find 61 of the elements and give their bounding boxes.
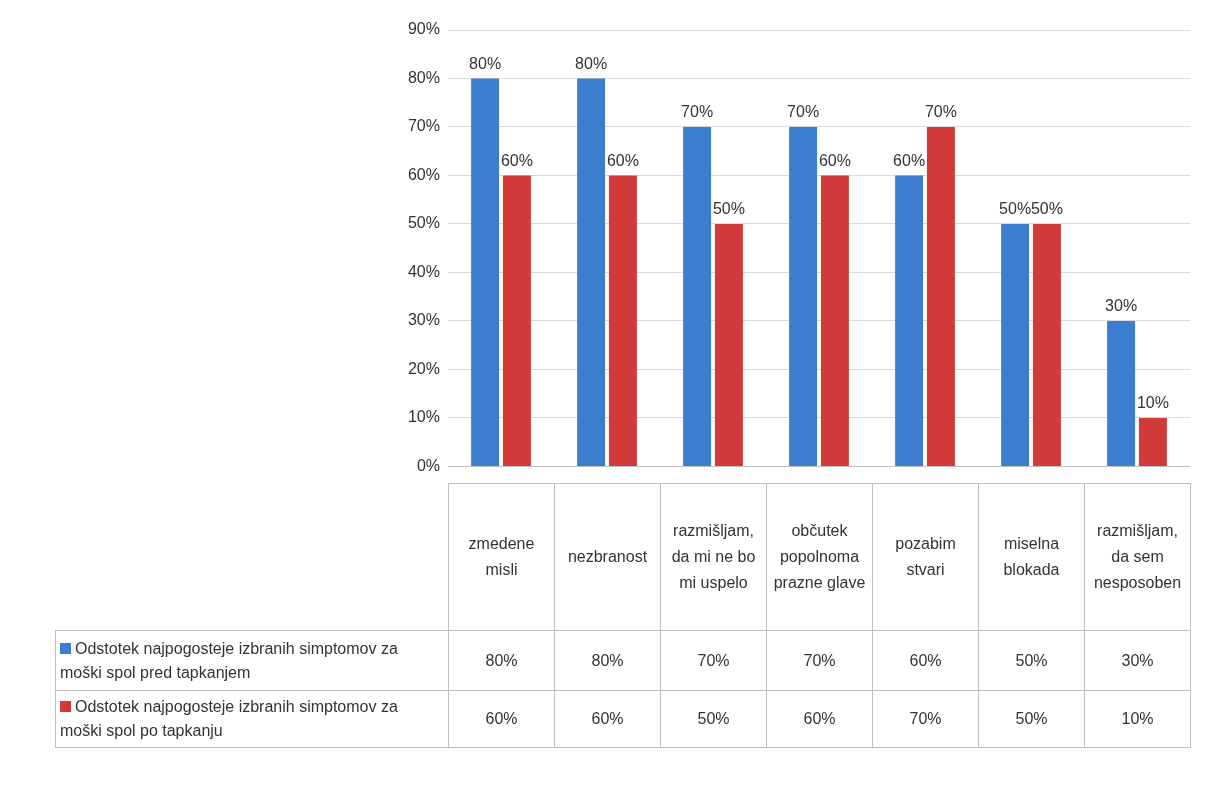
bar <box>1107 320 1136 466</box>
x-tick-label: nezbranost <box>554 483 661 631</box>
legend-label: Odstotek najpogosteje izbranih simptomov za moški spol pred tapkanjem <box>55 630 449 691</box>
bar <box>1001 223 1030 466</box>
bar <box>1032 223 1061 466</box>
bar <box>683 126 712 466</box>
data-label: 60% <box>872 630 979 691</box>
y-tick-label: 20% <box>407 359 440 377</box>
data-label: 10% <box>1084 690 1191 748</box>
data-label: 50% <box>660 690 767 748</box>
y-tick-label: 10% <box>407 408 440 426</box>
text: 70% <box>787 103 820 121</box>
y-tick-label: 0% <box>416 456 440 474</box>
x-tick-label: miselna blokada <box>978 483 1085 631</box>
text: 60% <box>606 151 639 169</box>
text: 80% <box>575 54 608 72</box>
data-label: 50% <box>978 690 1085 748</box>
data-label: 60% <box>554 690 661 748</box>
text: 60% <box>893 151 926 169</box>
x-tick-label: zmedene misli <box>448 483 555 631</box>
bar <box>789 126 818 466</box>
y-tick-label: 60% <box>407 165 440 183</box>
y-tick-label: 90% <box>407 20 440 38</box>
data-label: 70% <box>660 630 767 691</box>
x-tick-label: razmišljam, da mi ne bo mi uspelo <box>660 483 767 631</box>
text: 50% <box>999 200 1032 218</box>
bar <box>577 78 606 466</box>
data-label: 60% <box>766 690 873 748</box>
y-tick-label: 50% <box>407 214 440 232</box>
y-tick-label: 80% <box>407 68 440 86</box>
text: 70% <box>681 103 714 121</box>
x-tick-label: občutek popolnoma prazne glave <box>766 483 873 631</box>
data-label: 70% <box>872 690 979 748</box>
bar <box>714 223 743 466</box>
bar <box>502 175 531 466</box>
text: 10% <box>1136 394 1169 412</box>
data-label: 80% <box>448 630 555 691</box>
data-label: 60% <box>448 690 555 748</box>
y-tick-label: 30% <box>407 311 440 329</box>
data-label: 80% <box>554 630 661 691</box>
x-tick-label: razmišljam, da sem nesposoben <box>1084 483 1191 631</box>
x-tick-label: pozabim stvari <box>872 483 979 631</box>
bar <box>471 78 500 466</box>
bar <box>608 175 637 466</box>
data-label: 30% <box>1084 630 1191 691</box>
y-tick-label: 70% <box>407 117 440 135</box>
bar <box>926 126 955 466</box>
text: 60% <box>500 151 533 169</box>
text: 30% <box>1105 297 1138 315</box>
bar <box>1138 417 1167 466</box>
bar <box>820 175 849 466</box>
legend-label: Odstotek najpogosteje izbranih simptomov za moški spol po tapkanju <box>55 690 449 748</box>
text: 70% <box>924 103 957 121</box>
bar <box>895 175 924 466</box>
text: 60% <box>818 151 851 169</box>
y-tick-label: 40% <box>407 262 440 280</box>
text: 80% <box>469 54 502 72</box>
data-label: 50% <box>978 630 1085 691</box>
data-label: 70% <box>766 630 873 691</box>
text: 50% <box>712 200 745 218</box>
text: 50% <box>1030 200 1063 218</box>
